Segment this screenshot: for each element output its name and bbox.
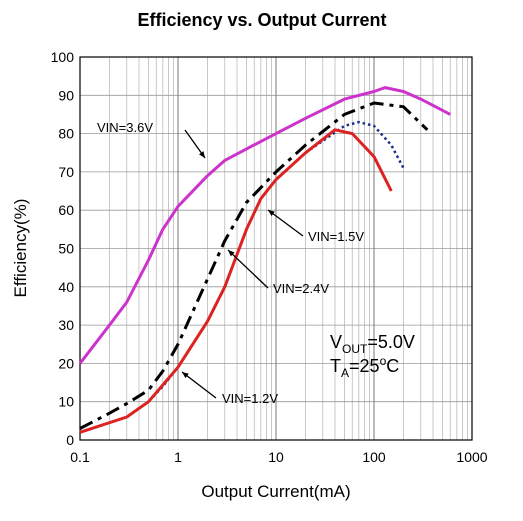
y-tick-label: 20: [58, 355, 74, 371]
plot-frame: [79, 56, 473, 441]
x-tick-label: 1: [174, 449, 182, 465]
y-tick-label: 30: [58, 317, 74, 333]
annotation-part: V: [330, 332, 342, 352]
y-tick-label: 40: [58, 279, 74, 295]
y-tick-label: 70: [58, 164, 74, 180]
annotation-part: T: [330, 356, 341, 376]
callout-arrowhead: [228, 250, 235, 257]
chart-title: Efficiency vs. Output Current: [137, 10, 386, 30]
annotation-part: A: [341, 366, 349, 380]
x-tick-label: 1000: [456, 449, 487, 465]
annotation: VOUT=5.0V: [330, 332, 415, 356]
series-label: VIN=1.2V: [222, 391, 278, 406]
series-line: [78, 86, 451, 365]
x-tick-label: 0.1: [70, 449, 90, 465]
annotation: TA=25oC: [330, 354, 399, 380]
x-tick-label: 10: [268, 449, 284, 465]
annotation-part: =25: [349, 356, 380, 376]
series-label: VIN=1.5V: [308, 229, 364, 244]
x-axis-label: Output Current(mA): [201, 482, 350, 501]
x-tick-label: 100: [362, 449, 386, 465]
y-tick-label: 50: [58, 241, 74, 257]
callout-arrow: [267, 209, 304, 237]
annotation-part: OUT: [342, 342, 368, 356]
callout-arrow: [227, 249, 269, 289]
annotation-part: =5.0V: [367, 332, 415, 352]
series-label: VIN=2.4V: [273, 281, 329, 296]
callout-arrowhead: [199, 151, 205, 158]
series-line: [79, 101, 429, 430]
callout-arrowhead: [268, 210, 275, 217]
callout-arrowhead: [182, 372, 189, 379]
y-tick-label: 80: [58, 126, 74, 142]
y-axis-label: Efficiency(%): [11, 199, 30, 298]
series-label: VIN=3.6V: [97, 120, 153, 135]
callout-arrow: [181, 371, 217, 399]
annotation-part: C: [386, 356, 399, 376]
y-tick-label: 90: [58, 87, 74, 103]
y-tick-label: 0: [66, 432, 74, 448]
annotation-part: o: [380, 354, 387, 368]
series-line: [79, 120, 405, 434]
y-tick-label: 10: [58, 394, 74, 410]
series-line: [79, 128, 393, 434]
y-tick-label: 60: [58, 202, 74, 218]
y-tick-label: 100: [51, 49, 75, 65]
